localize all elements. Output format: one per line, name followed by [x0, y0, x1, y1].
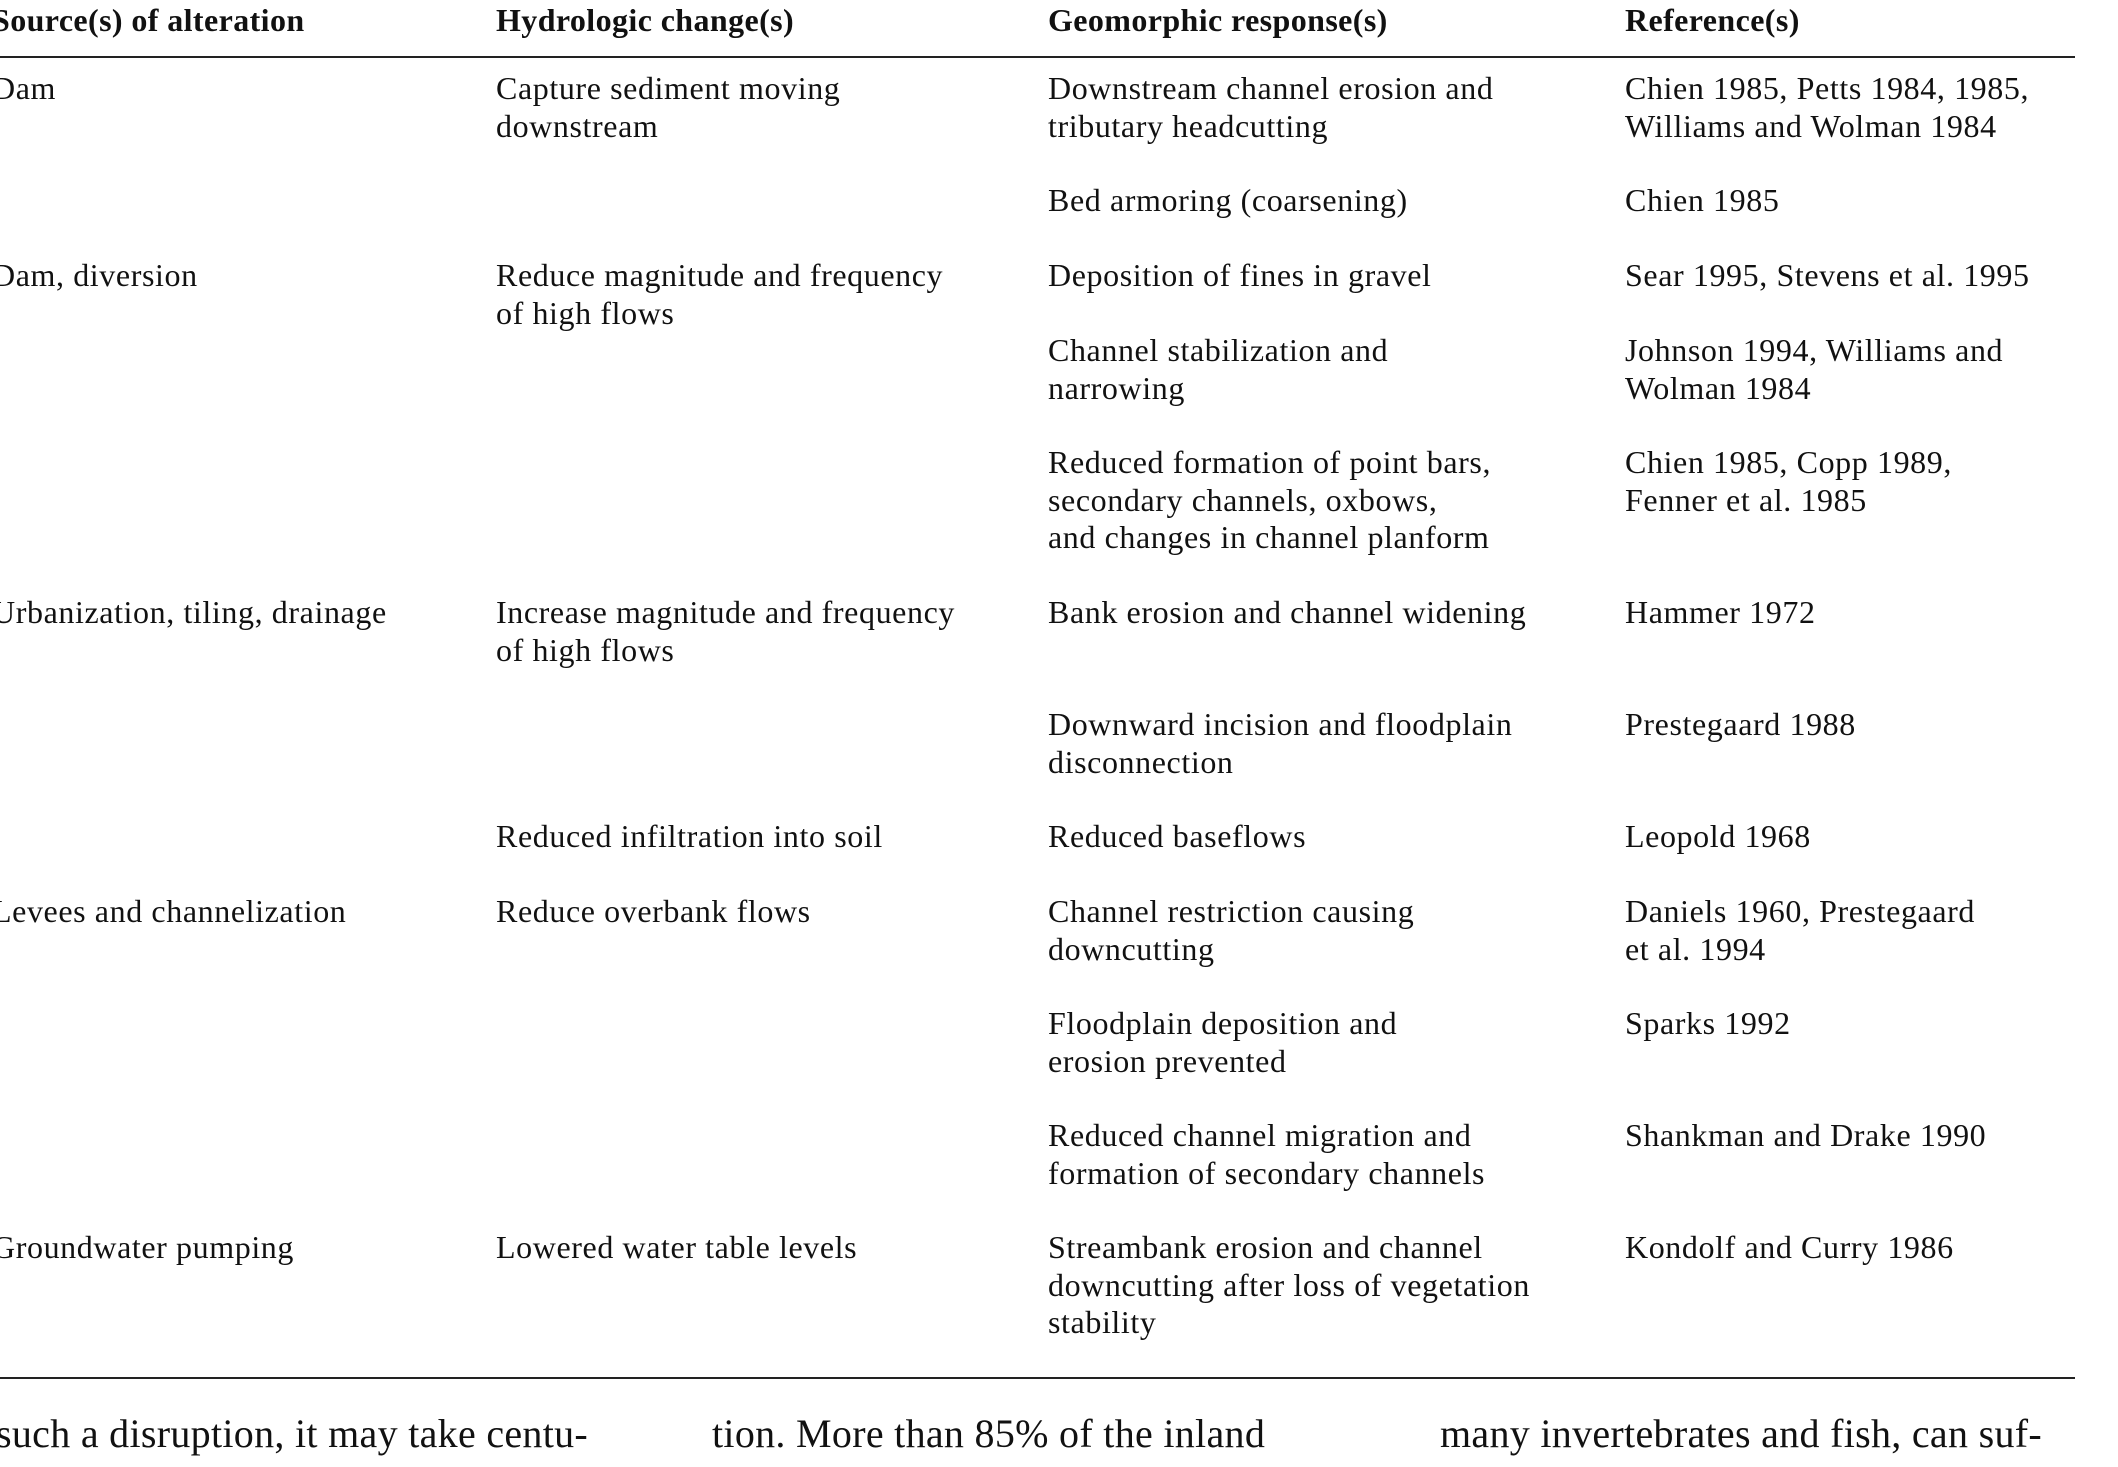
cell-text: Reduce magnitude and frequency	[496, 257, 944, 293]
column-header: Hydrologic change(s)	[496, 2, 795, 38]
cell-text: stability	[1048, 1304, 1157, 1340]
cell-text: disconnection	[1048, 743, 1234, 780]
cell-text: formation of secondary channels	[1048, 1154, 1486, 1191]
cell-text: Chien 1985, Copp 1989,	[1625, 444, 1952, 480]
cell-text: Reduced infiltration into soil	[496, 818, 883, 854]
cell-text: Streambank erosion and channel	[1048, 1229, 1483, 1265]
top-rule	[0, 56, 2075, 58]
cell-text: Lowered water table levels	[496, 1229, 858, 1265]
cell-text: Reduced formation of point bars,	[1048, 444, 1492, 480]
body-text: many invertebrates and fish, can suf-	[1440, 1411, 2042, 1456]
cell-text: Williams and Wolman 1984	[1625, 107, 1997, 144]
cell-text: Channel restriction causing	[1048, 893, 1415, 929]
cell-text: Bank erosion and channel widening	[1048, 594, 1527, 630]
cell-text: Floodplain deposition and	[1048, 1005, 1398, 1041]
cell-text: Shankman and Drake 1990	[1625, 1117, 1987, 1153]
cell-text: Bed armoring (coarsening)	[1048, 182, 1408, 218]
cell-text: Deposition of fines in gravel	[1048, 257, 1432, 293]
cell-text: Prestegaard 1988	[1625, 706, 1856, 742]
cell-text: narrowing	[1048, 369, 1185, 406]
cell-text: Wolman 1984	[1625, 369, 1812, 406]
cell-text: Sear 1995, Stevens et al. 1995	[1625, 257, 2030, 293]
cell-text: downstream	[496, 107, 659, 144]
cell-text: downcutting	[1048, 930, 1215, 967]
cell-text: et al. 1994	[1625, 930, 1766, 967]
cell-text: Levees and channelization	[0, 893, 347, 929]
cell-text: tributary headcutting	[1048, 107, 1329, 144]
cell-text: and changes in channel planform	[1048, 519, 1490, 555]
cell-text: Increase magnitude and frequency	[496, 594, 955, 630]
cell-text: Groundwater pumping	[0, 1229, 295, 1265]
cell-text: secondary channels, oxbows,	[1048, 481, 1438, 518]
cell-text: Reduce overbank flows	[496, 893, 811, 929]
cell-text: Johnson 1994, Williams and	[1625, 332, 2004, 368]
cell-text: Downstream channel erosion and	[1048, 70, 1494, 106]
cell-text: Daniels 1960, Prestegaard	[1625, 893, 1976, 929]
cell-text: downcutting after loss of vegetation	[1048, 1266, 1530, 1303]
bottom-rule	[0, 1377, 2075, 1379]
cell-text: Reduced baseflows	[1048, 818, 1307, 854]
cell-text: erosion prevented	[1048, 1042, 1287, 1079]
column-header: Reference(s)	[1625, 2, 1800, 38]
cell-text: of high flows	[496, 631, 675, 668]
cell-text: Urbanization, tiling, drainage	[0, 594, 387, 630]
cell-text: Leopold 1968	[1625, 818, 1811, 854]
cell-text: Capture sediment moving	[496, 70, 841, 106]
cell-text: Chien 1985	[1625, 182, 1780, 218]
cell-text: Downward incision and floodplain	[1048, 706, 1513, 742]
cell-text: Kondolf and Curry 1986	[1625, 1229, 1954, 1265]
cell-text: Dam, diversion	[0, 257, 198, 293]
cell-text: Chien 1985, Petts 1984, 1985,	[1625, 70, 2030, 106]
column-header: Geomorphic response(s)	[1048, 2, 1388, 38]
body-text: tion. More than 85% of the inland	[712, 1411, 1266, 1456]
cell-text: Reduced channel migration and	[1048, 1117, 1472, 1153]
cell-text: Channel stabilization and	[1048, 332, 1389, 368]
cell-text: Dam	[0, 70, 57, 106]
cell-text: Sparks 1992	[1625, 1005, 1791, 1041]
cell-text: of high flows	[496, 294, 675, 331]
cell-text: Fenner et al. 1985	[1625, 481, 1867, 518]
column-header: Source(s) of alteration	[0, 2, 305, 38]
cell-text: Hammer 1972	[1625, 594, 1816, 630]
body-text: such a disruption, it may take centu-	[0, 1411, 589, 1456]
